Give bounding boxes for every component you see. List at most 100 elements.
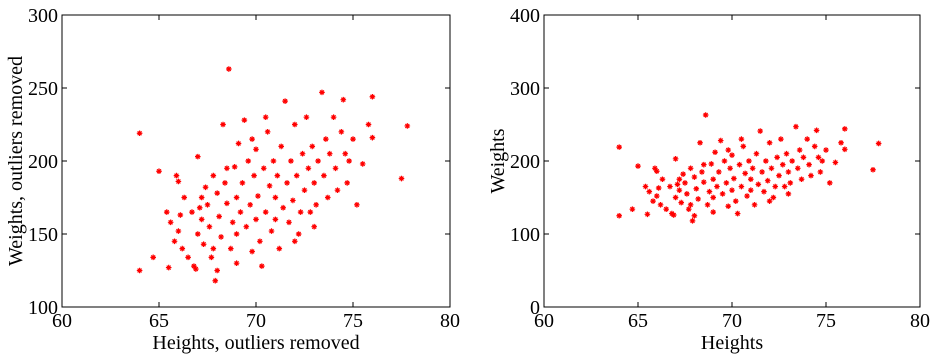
point (672, 156, 679, 162)
point (354, 202, 360, 208)
point (748, 176, 754, 183)
point (761, 188, 767, 195)
y-tick-label: 300 (28, 5, 58, 27)
point (255, 193, 261, 199)
y-tick-label: 150 (28, 224, 58, 246)
point (156, 168, 162, 175)
point (693, 185, 700, 192)
point (290, 197, 296, 204)
point (224, 200, 230, 207)
point (644, 211, 651, 218)
point (654, 168, 660, 175)
point (687, 165, 694, 172)
point (800, 154, 807, 161)
axes-box (61, 14, 451, 308)
point (697, 139, 703, 146)
point (774, 154, 780, 161)
point (674, 181, 681, 188)
point (204, 202, 211, 208)
point (369, 93, 376, 100)
point (220, 121, 226, 128)
point (195, 231, 201, 237)
point (734, 210, 741, 217)
point (729, 152, 735, 158)
point (798, 176, 805, 183)
point (826, 180, 833, 186)
point (804, 136, 810, 142)
point (315, 158, 321, 164)
point (823, 147, 829, 153)
point (202, 184, 209, 191)
point (340, 96, 347, 103)
point (233, 231, 240, 237)
y-tick-label: 300 (510, 78, 540, 100)
point (766, 198, 773, 204)
point (706, 188, 713, 195)
point (222, 180, 228, 186)
point (175, 228, 182, 234)
x-tick-label: 75 (816, 310, 836, 332)
point (293, 172, 300, 179)
point (233, 260, 240, 266)
point (311, 223, 317, 230)
x-tick-label: 60 (52, 310, 72, 332)
point (165, 264, 172, 271)
point (404, 123, 411, 129)
point (659, 176, 666, 183)
point (136, 267, 143, 274)
point (286, 219, 292, 226)
point (344, 180, 350, 186)
point (838, 139, 844, 146)
x-axis-label: Heights (701, 332, 763, 354)
point (181, 194, 188, 201)
point (684, 191, 690, 197)
point (776, 172, 782, 179)
point (815, 154, 822, 161)
point (268, 228, 275, 234)
point (701, 161, 707, 168)
point (736, 161, 743, 168)
point (218, 234, 224, 240)
point (738, 136, 745, 142)
point (249, 248, 255, 255)
y-axis-label: Weights (487, 128, 509, 193)
point (272, 216, 279, 223)
point (342, 150, 349, 157)
point (235, 140, 242, 147)
point (764, 177, 771, 184)
point (214, 190, 220, 196)
point (781, 183, 788, 190)
point (136, 130, 143, 137)
point (284, 180, 290, 186)
point (701, 179, 707, 185)
y-tick-label: 200 (510, 151, 540, 173)
point (832, 159, 839, 166)
point (768, 165, 775, 172)
point (670, 212, 677, 218)
point (748, 187, 754, 193)
point (738, 183, 745, 190)
point (808, 172, 814, 179)
point (616, 212, 622, 219)
point (719, 191, 726, 197)
point (676, 176, 683, 183)
point (365, 121, 372, 128)
point (299, 150, 306, 157)
point (744, 193, 750, 199)
point (200, 241, 207, 248)
point (264, 129, 271, 135)
point (243, 223, 250, 230)
y-tick-label: 200 (28, 151, 58, 173)
point (195, 153, 201, 160)
point (237, 209, 244, 215)
point (193, 266, 199, 272)
point (779, 161, 786, 168)
point (398, 175, 405, 182)
point (239, 180, 246, 186)
point (330, 114, 337, 120)
point (753, 150, 760, 157)
point (303, 114, 310, 120)
point (307, 209, 314, 215)
point (326, 150, 333, 157)
